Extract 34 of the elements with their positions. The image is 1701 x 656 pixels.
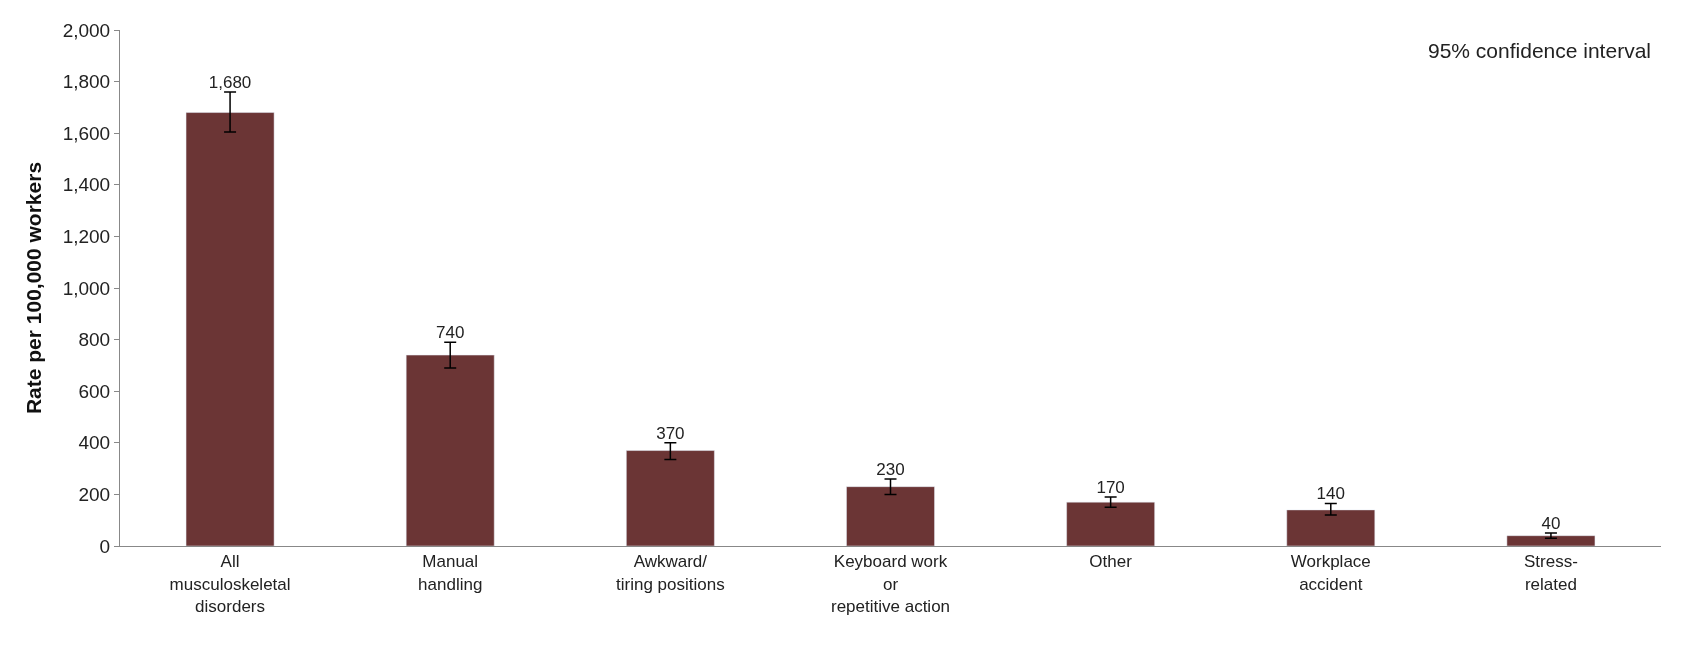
x-tick-label: Stress- related [1524,552,1578,594]
bar [626,450,715,546]
data-label: 40 [1541,513,1561,533]
x-tick-label: Keyboard work or repetitive action [830,552,951,616]
data-label: 370 [656,423,685,443]
y-tick-label: 1,800 [62,71,111,93]
x-tick-label: Manual handling [418,552,483,594]
annotation: 95% confidence interval [1428,39,1651,62]
bar [1506,535,1596,546]
data-label: 230 [876,459,905,479]
y-tick-label: 600 [78,380,111,402]
y-tick-label: 1,000 [62,277,111,299]
bar [1066,501,1155,546]
bar [1286,509,1376,546]
data-label: 1,680 [208,72,252,92]
bar [846,486,935,546]
y-tick-label: 0 [99,535,111,557]
y-tick-label: 1,600 [62,122,111,144]
x-tick-label: Other [1089,552,1133,572]
y-tick-label: 400 [78,432,111,454]
y-tick-label: 200 [78,484,111,506]
bar [185,112,275,546]
bar [405,354,495,546]
y-tick-label: 1,400 [62,174,111,196]
y-tick-label: 800 [78,329,111,351]
data-label: 740 [436,322,465,342]
x-tick-label: Workplace accident [1290,552,1371,594]
x-tick-label: Awkward/ tiring positions [616,552,725,594]
x-tick-label: All musculoskeletal disorders [169,552,291,616]
y-tick-label: 1,200 [62,226,111,248]
data-label: 170 [1096,477,1125,497]
y-tick-label: 2,000 [62,19,111,41]
y-axis-title: Rate per 100,000 workers [21,161,45,415]
data-label: 140 [1316,484,1345,504]
